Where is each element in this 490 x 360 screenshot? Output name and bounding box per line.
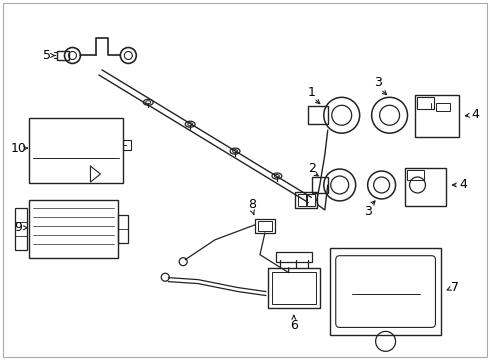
Bar	[119, 215, 128, 243]
Text: 3: 3	[364, 205, 371, 219]
Bar	[307, 194, 315, 206]
Bar	[28, 118, 123, 183]
Text: 10: 10	[11, 141, 26, 155]
Text: 6: 6	[290, 319, 298, 332]
Bar	[416, 97, 435, 109]
Bar	[268, 268, 320, 307]
Bar	[272, 272, 316, 303]
Bar	[415, 95, 460, 137]
Bar	[437, 103, 450, 111]
Bar	[312, 177, 328, 193]
Text: 4: 4	[471, 108, 479, 121]
Bar	[15, 208, 26, 250]
Bar	[330, 248, 441, 336]
Bar	[56, 50, 69, 60]
Bar	[405, 168, 446, 206]
Bar	[255, 219, 275, 233]
Bar	[28, 200, 119, 258]
Text: 9: 9	[15, 221, 23, 234]
Text: 3: 3	[374, 76, 382, 89]
Bar	[123, 140, 131, 150]
Bar	[308, 106, 328, 124]
Bar	[276, 252, 312, 262]
Text: 4: 4	[460, 179, 467, 192]
Text: 5: 5	[43, 49, 50, 62]
Bar	[298, 194, 306, 206]
Bar	[407, 170, 424, 180]
Bar	[258, 221, 272, 231]
Text: 8: 8	[248, 198, 256, 211]
Text: 1: 1	[308, 86, 316, 99]
Text: 7: 7	[451, 281, 460, 294]
Text: 2: 2	[308, 162, 316, 175]
Bar	[295, 192, 317, 208]
